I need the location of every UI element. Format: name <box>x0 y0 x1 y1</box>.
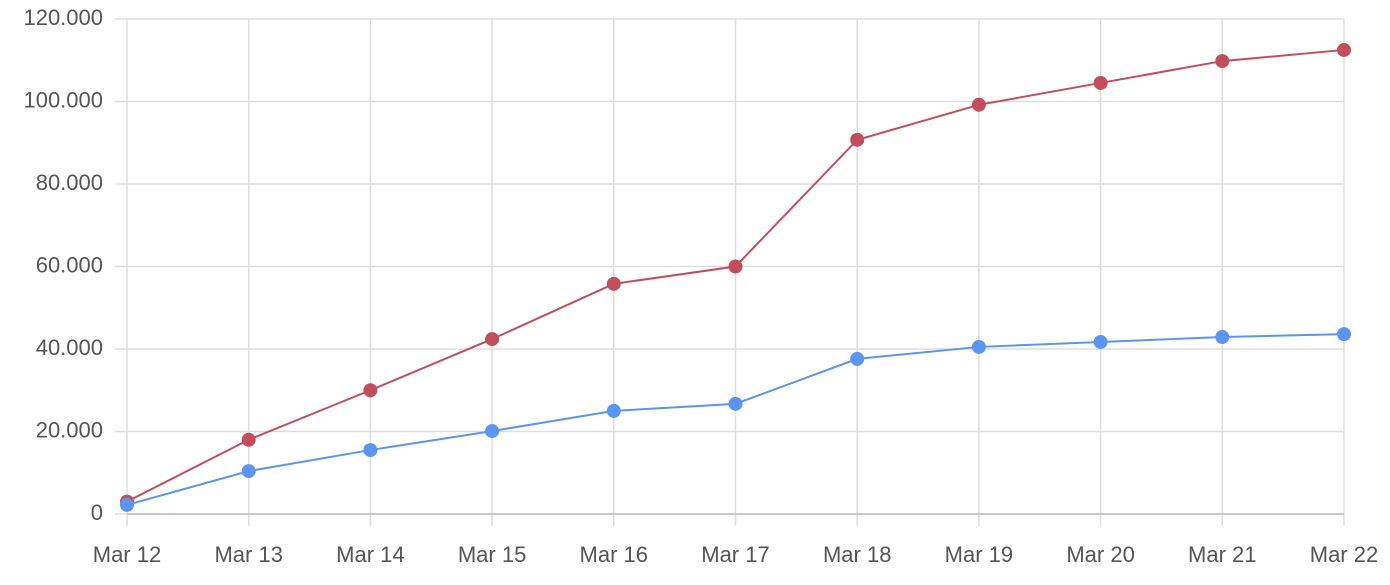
data-point <box>1215 330 1230 345</box>
data-point <box>1337 42 1351 57</box>
y-tick-label: 20.000 <box>36 417 103 442</box>
y-tick-label: 40.000 <box>36 335 103 360</box>
data-point <box>363 443 378 458</box>
x-tick-label: Mar 17 <box>701 542 769 567</box>
data-point <box>850 351 865 366</box>
data-point <box>241 464 256 479</box>
data-point <box>850 132 865 147</box>
data-point <box>1093 75 1108 90</box>
data-point <box>971 339 986 354</box>
data-point <box>1093 334 1108 349</box>
data-point <box>363 383 378 398</box>
data-point <box>241 432 256 447</box>
x-tick-label: Mar 20 <box>1066 542 1134 567</box>
y-tick-label: 60.000 <box>36 252 103 277</box>
x-tick-label: Mar 15 <box>458 542 526 567</box>
y-tick-label: 120.000 <box>23 5 103 30</box>
data-point <box>1215 54 1230 69</box>
x-tick-label: Mar 21 <box>1188 542 1256 567</box>
data-point <box>1337 327 1351 342</box>
data-point <box>606 276 621 291</box>
x-tick-label: Mar 19 <box>945 542 1013 567</box>
y-tick-label: 100.000 <box>23 87 103 112</box>
data-point <box>728 396 743 411</box>
data-point <box>728 259 743 274</box>
x-tick-label: Mar 18 <box>823 542 891 567</box>
data-point <box>485 332 500 347</box>
y-tick-label: 80.000 <box>36 170 103 195</box>
y-tick-label: 0 <box>91 500 103 525</box>
data-point <box>606 403 621 418</box>
x-tick-label: Mar 14 <box>336 542 404 567</box>
x-tick-label: Mar 13 <box>214 542 282 567</box>
data-point <box>120 497 134 512</box>
data-point <box>485 424 500 439</box>
x-tick-label: Mar 16 <box>580 542 648 567</box>
x-tick-label: Mar 22 <box>1310 542 1378 567</box>
x-tick-label: Mar 12 <box>93 542 161 567</box>
data-point <box>971 97 986 112</box>
